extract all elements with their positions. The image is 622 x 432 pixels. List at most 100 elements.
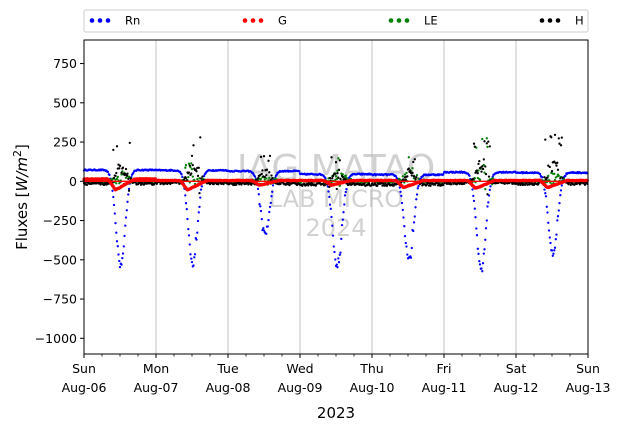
point-h [142,183,146,186]
point-rn [198,205,201,209]
point-h [128,141,131,145]
point-rn [474,216,477,219]
point-rn [484,227,488,230]
point-le [265,177,268,180]
point-rn [340,237,343,241]
point-h [370,184,373,187]
point-h [481,167,485,171]
point-h [484,172,488,176]
point-rn [545,205,548,208]
point-rn [543,188,546,191]
legend-marker [242,18,248,23]
point-rn [559,194,562,197]
point-h [523,183,527,186]
point-h [268,154,272,158]
point-h [550,170,554,173]
point-rn [124,216,128,219]
point-rn [546,211,549,214]
point-rn [551,254,554,257]
point-rn [403,225,406,228]
point-rn [399,190,402,193]
point-le [478,178,482,181]
point-rn [544,195,548,198]
point-le [481,137,484,141]
point-h [556,168,560,171]
point-h [196,174,200,178]
point-h [413,158,416,161]
point-h [484,165,487,168]
point-h [559,144,563,147]
point-rn [256,187,260,191]
point-rn [190,260,194,264]
point-h [127,177,130,181]
point-h [334,161,338,164]
point-rn [271,190,274,193]
point-h [556,161,559,164]
point-h [261,169,264,172]
y-axis-title-unit: W/m [13,157,31,192]
point-rn [476,247,479,250]
point-rn [328,203,332,206]
point-rn [342,211,345,214]
point-le [553,172,556,176]
point-h [385,184,389,188]
point-h [559,177,562,180]
x-tick-day: Wed [286,361,313,376]
point-rn [127,187,131,191]
point-rn [126,200,129,203]
point-rn [400,201,404,205]
point-h [392,184,395,187]
y-axis: −1000 −750 −500 −250 0 250 500 750 [35,56,84,346]
point-rn [400,194,403,198]
point-h [339,177,342,181]
point-le [299,181,302,184]
point-h [127,189,131,192]
point-le [334,175,338,178]
point-rn [564,174,567,177]
point-rn [538,172,542,176]
point-le [187,162,191,165]
point-h [188,164,191,167]
legend-item-g: G [242,14,287,28]
point-rn [468,174,471,177]
point-h [307,184,310,187]
point-rn [115,240,119,243]
point-rn [541,176,544,179]
point-rn [485,219,488,222]
point-rn [270,195,273,198]
point-h [546,176,549,179]
point-h [114,174,117,178]
point-rn [116,245,119,248]
point-le [259,177,263,181]
point-rn [260,217,263,221]
point-h [235,183,238,186]
point-h [192,144,195,147]
point-rn [409,256,413,259]
point-h [407,167,410,170]
point-rn [331,224,334,227]
point-rn [477,252,480,255]
point-rn [327,190,330,193]
point-h [256,177,260,180]
point-rn [186,217,189,221]
point-rn [197,211,200,214]
point-h [450,183,453,186]
point-rn [398,186,401,189]
point-rn [199,196,202,199]
point-rn [275,173,278,176]
point-rn [478,263,482,266]
point-rn [557,209,560,212]
point-le [184,164,188,167]
point-rn [412,229,415,233]
legend: Rn G LE H [83,9,589,33]
point-h [121,166,125,169]
point-rn [489,185,492,188]
point-h [262,155,266,158]
point-h [331,177,334,180]
point-rn [556,215,560,218]
point-rn [555,233,558,236]
point-h [480,170,483,173]
point-h [583,183,587,186]
point-h [473,145,476,148]
point-h [125,174,128,177]
